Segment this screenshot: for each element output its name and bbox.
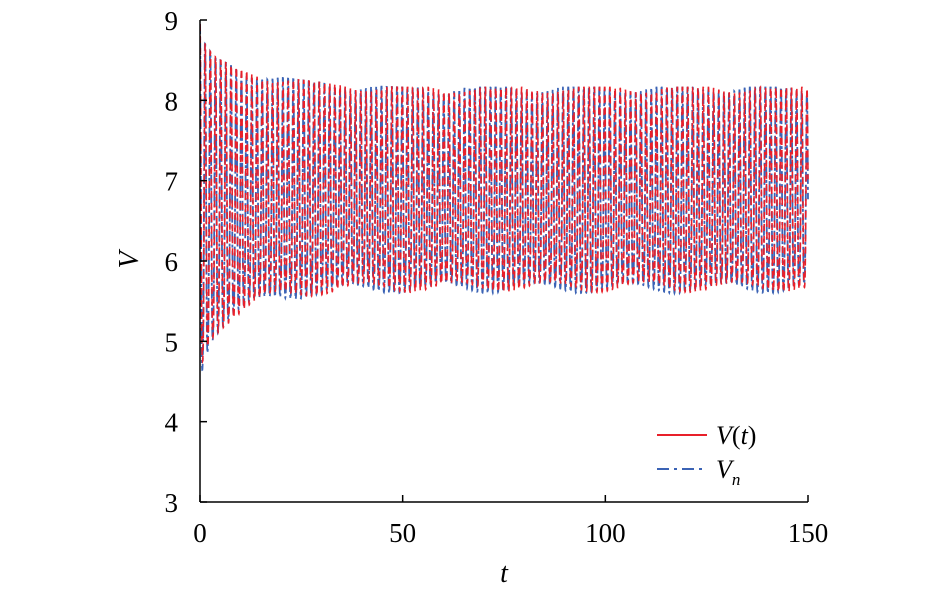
legend-label-v-n: Vn (716, 455, 740, 489)
x-axis-ticks: 0 50 100 150 (193, 495, 828, 548)
series-line-v-t (200, 23, 809, 364)
legend-label-v-t-arg: t (741, 421, 749, 450)
y-tick-label: 7 (165, 167, 179, 197)
x-tick-label: 150 (788, 518, 829, 548)
y-tick-label: 3 (165, 488, 179, 518)
legend-item-v-n: Vn (657, 455, 740, 489)
legend-label-v-t: V(t) (716, 421, 756, 450)
legend-item-v-t: V(t) (657, 421, 756, 450)
series-line-v-n (200, 23, 809, 372)
legend: V(t) Vn (657, 421, 756, 489)
x-axis-title: t (500, 558, 509, 589)
y-tick-label: 9 (165, 6, 179, 36)
y-axis-title: V (114, 249, 145, 269)
y-tick-label: 4 (165, 408, 179, 438)
y-tick-label: 6 (165, 247, 179, 277)
x-tick-label: 50 (389, 518, 416, 548)
x-tick-label: 100 (585, 518, 626, 548)
y-axis-ticks: 3 4 5 6 7 8 9 (165, 6, 207, 518)
legend-label-v-n-main: V (716, 455, 735, 484)
series-layer (200, 23, 809, 372)
legend-label-v-t-main: V (716, 421, 735, 450)
y-tick-label: 8 (165, 86, 179, 116)
y-tick-label: 5 (165, 327, 179, 357)
legend-label-v-n-sub: n (732, 470, 741, 489)
x-tick-label: 0 (193, 518, 207, 548)
